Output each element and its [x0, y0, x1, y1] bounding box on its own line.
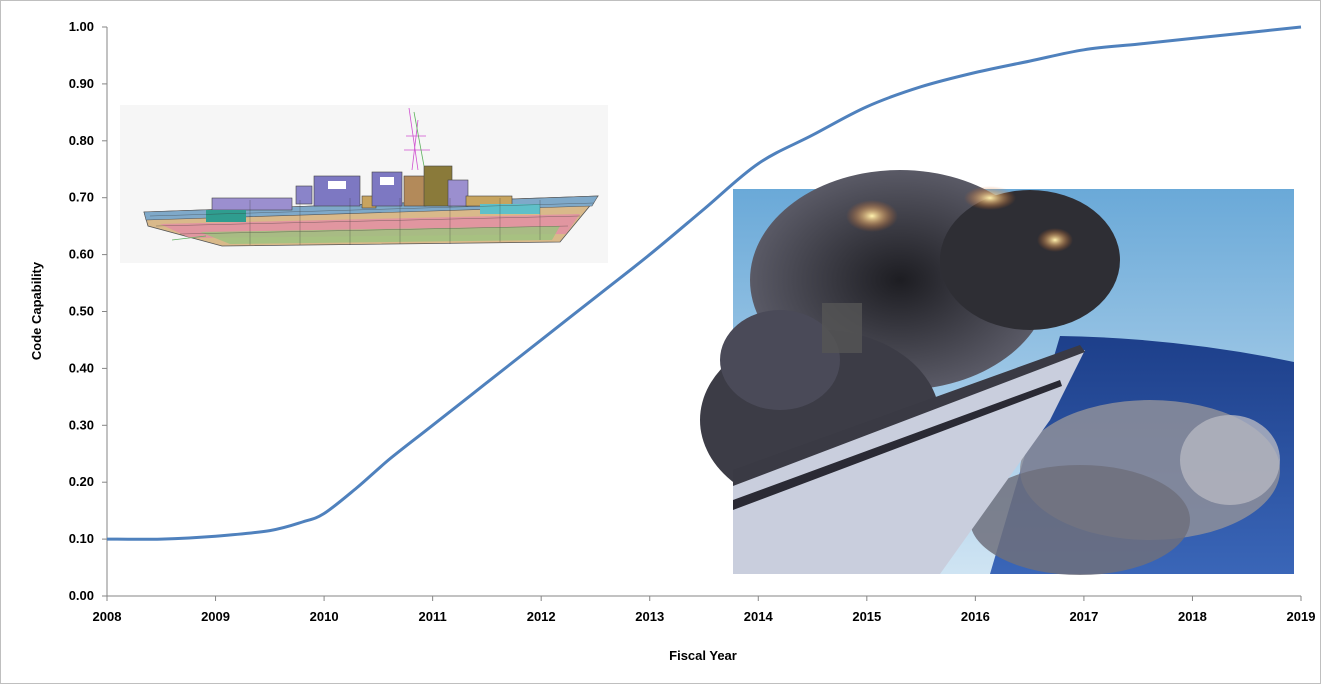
- y-tick-label: 0.80: [69, 133, 94, 148]
- series-layer: [106, 25, 1302, 541]
- x-tick-label: 2016: [961, 609, 990, 624]
- x-tick-label: 2019: [1287, 609, 1316, 624]
- x-axis-title: Fiscal Year: [669, 648, 737, 663]
- axes: [102, 26, 1302, 601]
- y-tick-label: 0.00: [69, 588, 94, 603]
- y-tick-label: 0.10: [69, 531, 94, 546]
- x-tick-label: 2009: [201, 609, 230, 624]
- x-tick-label: 2014: [744, 609, 774, 624]
- y-tick-label: 0.90: [69, 76, 94, 91]
- y-tick-label: 0.30: [69, 417, 94, 432]
- x-tick-label: 2015: [852, 609, 881, 624]
- y-tick-label: 0.60: [69, 247, 94, 262]
- x-tick-label: 2017: [1069, 609, 1098, 624]
- y-tick-label: 1.00: [69, 19, 94, 34]
- y-tick-label: 0.20: [69, 474, 94, 489]
- x-tick-label: 2008: [93, 609, 122, 624]
- ship-model-image: [120, 105, 608, 263]
- y-axis-title: Code Capability: [29, 261, 44, 360]
- x-tick-label: 2012: [527, 609, 556, 624]
- y-tick-label: 0.70: [69, 190, 94, 205]
- y-tick-labels: 0.00 0.10 0.20 0.30 0.40 0.50 0.60 0.70 0.80 0.90…: [69, 19, 94, 603]
- x-tick-label: 2018: [1178, 609, 1207, 624]
- y-tick-label: 0.40: [69, 360, 94, 375]
- explosion-photo-image: [700, 170, 1294, 575]
- x-tick-label: 2011: [419, 609, 447, 624]
- y-tick-label: 0.50: [69, 304, 94, 319]
- x-tick-labels: 2008 2009 2010 2011 2012 2013 2014 2015 2016 2017…: [93, 609, 1316, 624]
- x-tick-label: 2010: [310, 609, 339, 624]
- x-tick-label: 2013: [635, 609, 664, 624]
- series-line-0: [106, 25, 1302, 541]
